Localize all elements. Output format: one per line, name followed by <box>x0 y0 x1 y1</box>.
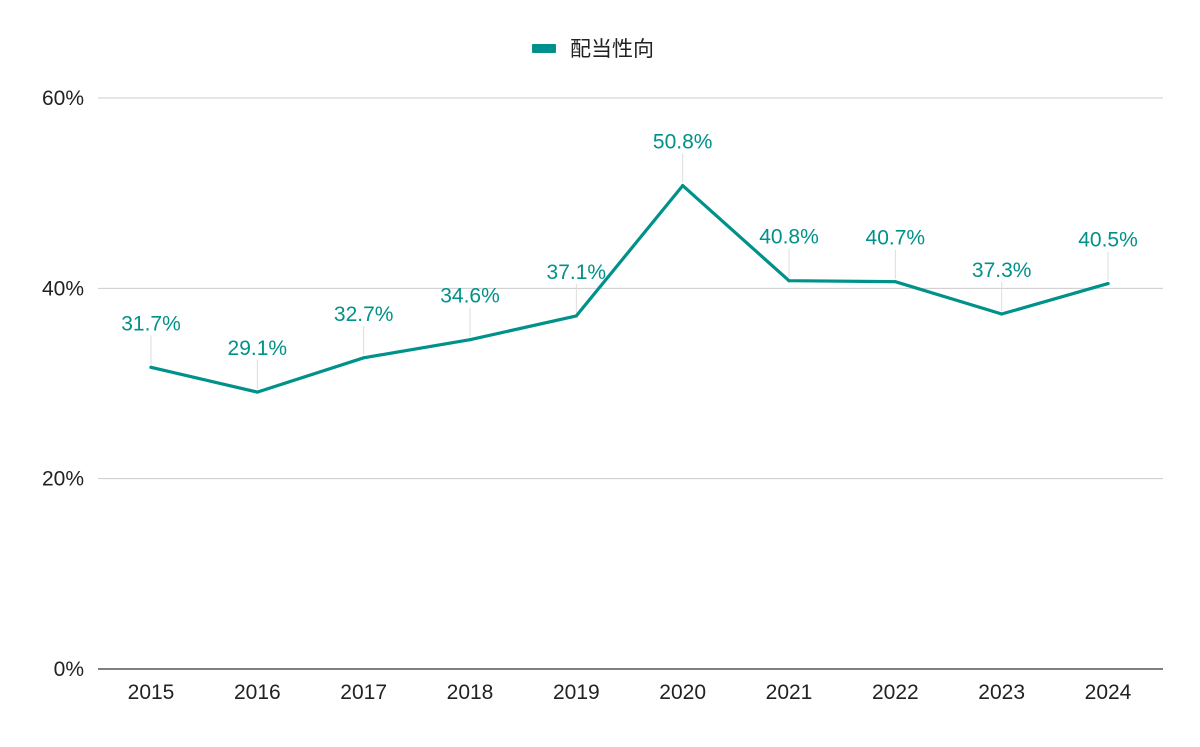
x-tick-label: 2022 <box>872 681 919 704</box>
y-tick-label: 0% <box>54 658 84 681</box>
data-point <box>681 183 685 188</box>
legend-label: 配当性向 <box>570 38 654 61</box>
y-axis-tick-labels: 0% 20% 40% 60% <box>42 87 84 681</box>
data-label: 37.3% <box>972 259 1032 282</box>
y-tick-label: 40% <box>42 277 84 300</box>
data-label-leader-lines <box>150 153 1109 390</box>
x-tick-label: 2016 <box>234 681 281 704</box>
data-point <box>893 280 897 284</box>
data-point <box>574 314 578 318</box>
x-tick-label: 2015 <box>128 681 175 704</box>
x-tick-label: 2018 <box>447 681 494 704</box>
data-label: 40.7% <box>866 227 926 250</box>
data-label: 31.7% <box>121 312 181 335</box>
legend-swatch <box>532 44 556 53</box>
data-point <box>255 390 259 394</box>
x-tick-label: 2017 <box>340 681 387 704</box>
data-label: 40.5% <box>1078 229 1138 252</box>
y-tick-label: 60% <box>42 87 84 110</box>
series-lines <box>149 183 1110 394</box>
data-point <box>1000 312 1004 316</box>
data-label: 40.8% <box>759 226 819 249</box>
data-label: 29.1% <box>228 337 288 360</box>
x-axis-tick-labels: 2015 2016 2017 2018 2019 2020 2021 2022 2023 2024 <box>128 681 1132 704</box>
gridlines <box>98 97 1163 670</box>
data-point <box>362 356 366 360</box>
data-point <box>787 279 791 283</box>
data-point <box>1106 281 1110 286</box>
data-label: 34.6% <box>440 285 500 308</box>
x-tick-label: 2019 <box>553 681 600 704</box>
series-line <box>149 184 1110 394</box>
data-labels: 31.7% 29.1% 32.7% 34.6% 37.1% 50.8% 40.8% 40.7%… <box>121 131 1138 361</box>
x-tick-label: 2024 <box>1085 681 1132 704</box>
data-point <box>468 338 472 342</box>
x-tick-label: 2020 <box>659 681 706 704</box>
data-label: 32.7% <box>334 303 394 326</box>
data-label: 50.8% <box>653 131 713 154</box>
x-tick-label: 2023 <box>978 681 1025 704</box>
y-tick-label: 20% <box>42 468 84 491</box>
data-label: 37.1% <box>547 261 607 284</box>
x-tick-label: 2021 <box>766 681 813 704</box>
legend: 配当性向 <box>532 38 654 61</box>
data-point <box>149 365 153 369</box>
